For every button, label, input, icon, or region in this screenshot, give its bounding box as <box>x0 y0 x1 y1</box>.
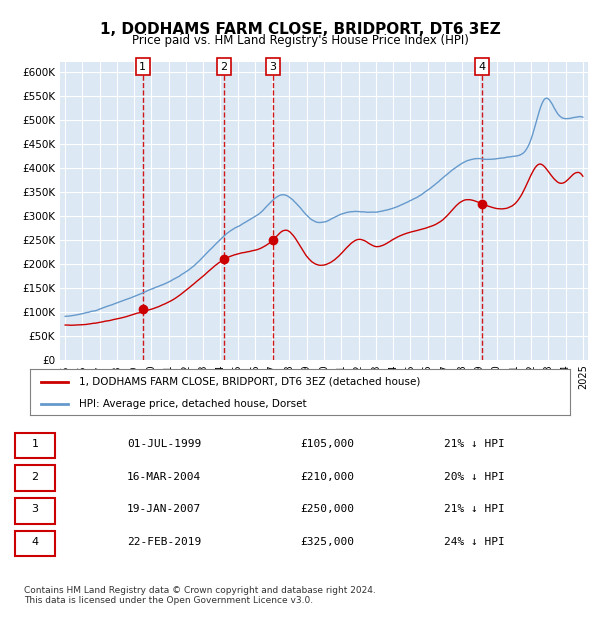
Text: 1, DODHAMS FARM CLOSE, BRIDPORT, DT6 3EZ (detached house): 1, DODHAMS FARM CLOSE, BRIDPORT, DT6 3EZ… <box>79 377 420 387</box>
Text: 3: 3 <box>32 505 38 515</box>
Text: 4: 4 <box>478 62 485 72</box>
Text: 19-JAN-2007: 19-JAN-2007 <box>127 505 202 515</box>
Text: 4: 4 <box>31 537 38 547</box>
Text: 21% ↓ HPI: 21% ↓ HPI <box>444 505 505 515</box>
FancyBboxPatch shape <box>15 433 55 458</box>
Text: £325,000: £325,000 <box>300 537 354 547</box>
Text: 24% ↓ HPI: 24% ↓ HPI <box>444 537 505 547</box>
Text: Price paid vs. HM Land Registry's House Price Index (HPI): Price paid vs. HM Land Registry's House … <box>131 34 469 47</box>
FancyBboxPatch shape <box>15 466 55 491</box>
Text: Contains HM Land Registry data © Crown copyright and database right 2024.
This d: Contains HM Land Registry data © Crown c… <box>24 586 376 605</box>
Text: £250,000: £250,000 <box>300 505 354 515</box>
Text: 1, DODHAMS FARM CLOSE, BRIDPORT, DT6 3EZ: 1, DODHAMS FARM CLOSE, BRIDPORT, DT6 3EZ <box>100 22 500 37</box>
Text: £105,000: £105,000 <box>300 439 354 449</box>
Text: 1: 1 <box>32 439 38 449</box>
Text: 22-FEB-2019: 22-FEB-2019 <box>127 537 202 547</box>
Text: 2: 2 <box>31 472 38 482</box>
FancyBboxPatch shape <box>15 498 55 523</box>
Text: 2: 2 <box>221 62 227 72</box>
FancyBboxPatch shape <box>15 531 55 556</box>
Text: 16-MAR-2004: 16-MAR-2004 <box>127 472 202 482</box>
Text: £210,000: £210,000 <box>300 472 354 482</box>
Text: 21% ↓ HPI: 21% ↓ HPI <box>444 439 505 449</box>
Text: 3: 3 <box>269 62 277 72</box>
Text: 20% ↓ HPI: 20% ↓ HPI <box>444 472 505 482</box>
Text: 1: 1 <box>139 62 146 72</box>
Text: 01-JUL-1999: 01-JUL-1999 <box>127 439 202 449</box>
Text: HPI: Average price, detached house, Dorset: HPI: Average price, detached house, Dors… <box>79 399 306 409</box>
